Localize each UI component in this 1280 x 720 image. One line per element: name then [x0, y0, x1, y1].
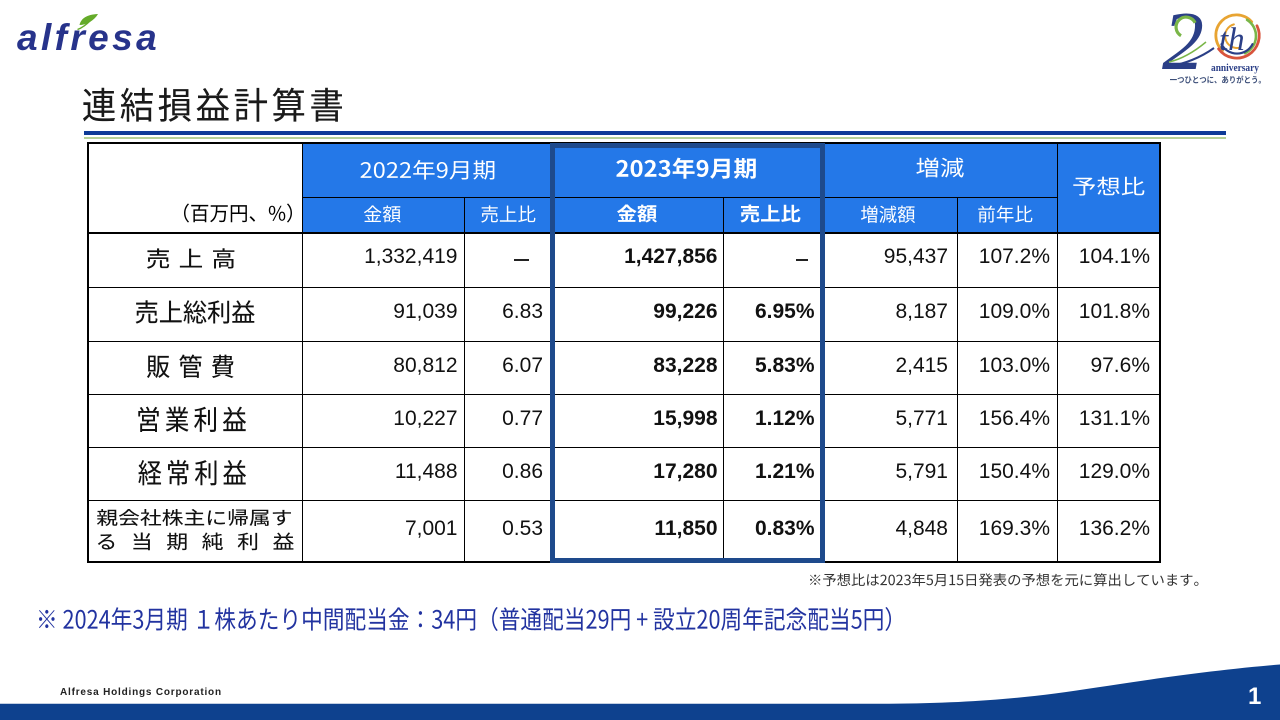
svg-text:2: 2	[1162, 2, 1204, 88]
svg-text:anniversary: anniversary	[1211, 63, 1260, 74]
svg-text:th: th	[1219, 22, 1245, 58]
